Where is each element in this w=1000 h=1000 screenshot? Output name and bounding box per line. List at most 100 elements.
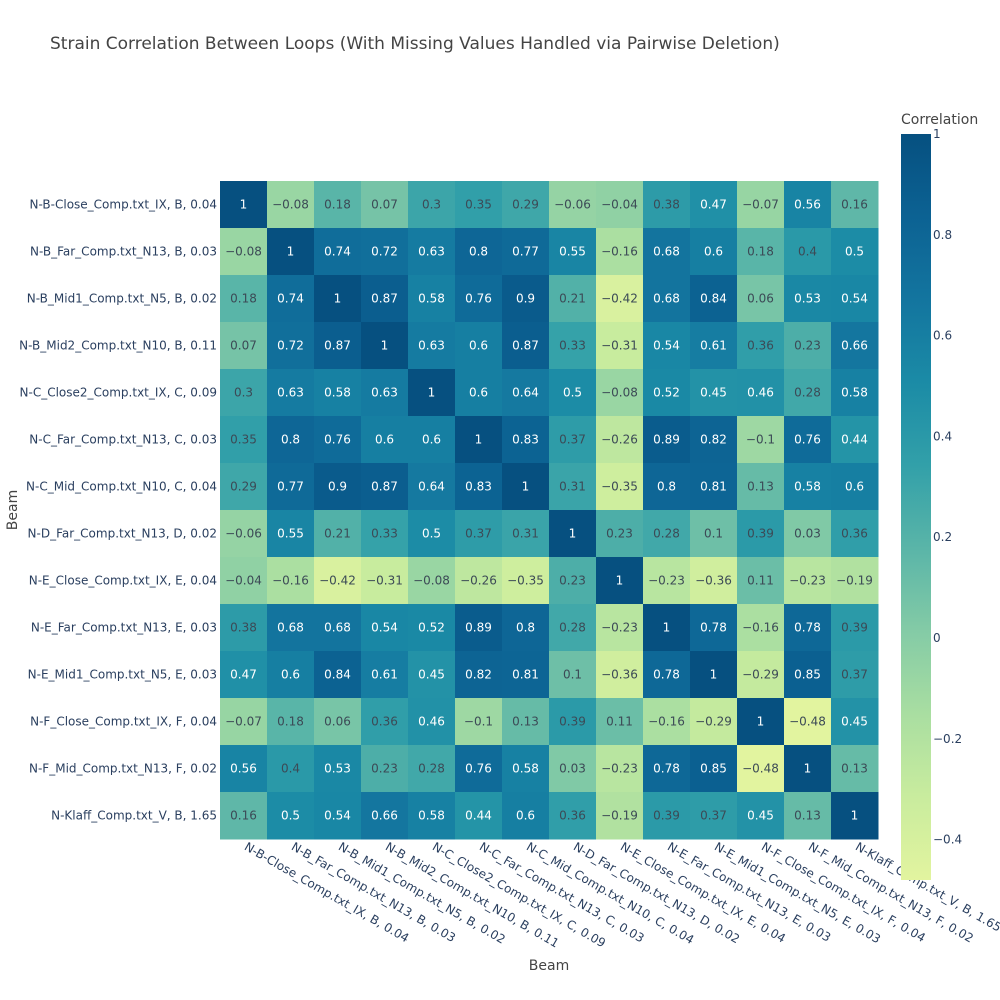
cell-value-label: 0.8: [469, 245, 488, 259]
heatmap-cell: [220, 322, 268, 370]
heatmap-cell: [784, 322, 832, 370]
heatmap-cell: [408, 275, 456, 323]
heatmap-cell: [455, 698, 503, 746]
heatmap-cell: [690, 322, 738, 370]
heatmap-cell: [737, 510, 785, 558]
cell-value-label: 1: [240, 198, 248, 212]
cell-value-label: 0.13: [841, 762, 868, 776]
cell-value-label: 0.1: [704, 527, 723, 541]
heatmap-cell: [831, 792, 879, 840]
heatmap-cell: [455, 369, 503, 417]
cell-value-label: 0.28: [559, 621, 586, 635]
heatmap-cell: [831, 698, 879, 746]
heatmap-cell: [455, 275, 503, 323]
heatmap-cell: [831, 322, 879, 370]
heatmap-cell: [784, 463, 832, 511]
heatmap-cell: [831, 416, 879, 464]
cell-value-label: 0.78: [794, 621, 821, 635]
heatmap-cell: [549, 228, 597, 276]
heatmap-cell: [690, 275, 738, 323]
cell-value-label: 0.5: [563, 386, 582, 400]
heatmap-cell: [549, 463, 597, 511]
cell-value-label: −0.06: [554, 198, 591, 212]
cell-value-label: 0.38: [653, 198, 680, 212]
heatmap-cell: [267, 792, 315, 840]
cell-value-label: 0.36: [559, 809, 586, 823]
cell-value-label: 1: [757, 715, 765, 729]
heatmap-cell: [737, 651, 785, 699]
heatmap-cell: [596, 369, 644, 417]
cell-value-label: 0.76: [465, 762, 492, 776]
heatmap-cell: [361, 322, 409, 370]
colorbar-tick-label: 1: [933, 127, 941, 141]
y-tick-label: N-B_Mid2_Comp.txt_N10, B, 0.11: [19, 339, 217, 353]
heatmap-cell: [596, 322, 644, 370]
cell-value-label: 0.36: [747, 339, 774, 353]
cell-value-label: −0.35: [601, 480, 638, 494]
cell-value-label: 0.8: [281, 433, 300, 447]
cell-value-label: 0.53: [324, 762, 351, 776]
heatmap-cell: [220, 557, 268, 605]
heatmap-cell: [502, 745, 550, 793]
cell-value-label: 0.89: [465, 621, 492, 635]
cell-value-label: 0.45: [747, 809, 774, 823]
cell-value-label: 0.54: [371, 621, 398, 635]
y-tick-label: N-C_Mid_Comp.txt_N10, C, 0.04: [26, 480, 217, 494]
cell-value-label: −0.16: [601, 245, 638, 259]
heatmap-cell: [408, 651, 456, 699]
y-tick-label: N-C_Close2_Comp.txt_IX, C, 0.09: [20, 386, 217, 400]
cell-value-label: 0.8: [516, 621, 535, 635]
cell-value-label: 0.03: [559, 762, 586, 776]
heatmap-cell: [737, 369, 785, 417]
heatmap-cell: [267, 604, 315, 652]
heatmap-cell: [314, 369, 362, 417]
cell-value-label: −0.23: [789, 574, 826, 588]
cell-value-label: 0.37: [465, 527, 492, 541]
colorbar-tick-label: 0.4: [933, 429, 952, 443]
cell-value-label: 0.16: [841, 198, 868, 212]
cell-value-label: 0.81: [512, 668, 539, 682]
cell-value-label: 0.06: [747, 292, 774, 306]
heatmap-cell: [737, 792, 785, 840]
y-tick-label: N-C_Far_Comp.txt_N13, C, 0.03: [29, 433, 217, 447]
heatmap-cell: [596, 698, 644, 746]
heatmap-cell: [596, 463, 644, 511]
cell-value-label: 0.76: [794, 433, 821, 447]
heatmap-cell: [643, 416, 691, 464]
cell-value-label: 1: [334, 292, 342, 306]
cell-value-label: 1: [381, 339, 389, 353]
cell-value-label: 0.52: [653, 386, 680, 400]
heatmap-cell: [267, 181, 315, 229]
heatmap-cell: [361, 651, 409, 699]
heatmap-cell: [314, 651, 362, 699]
cell-value-label: 0.87: [371, 292, 398, 306]
heatmap-cell: [596, 745, 644, 793]
heatmap-cell: [267, 651, 315, 699]
cell-value-label: 0.03: [794, 527, 821, 541]
heatmap-cell: [502, 275, 550, 323]
colorbar-tick-label: 0.2: [933, 530, 952, 544]
heatmap-cell: [784, 792, 832, 840]
cell-value-label: 0.28: [418, 762, 445, 776]
heatmap-cell: [314, 275, 362, 323]
colorbar-title: Correlation: [901, 112, 978, 128]
cell-value-label: 0.6: [516, 809, 535, 823]
heatmap-cell: [314, 745, 362, 793]
heatmap-cell: [737, 745, 785, 793]
cell-value-label: 0.66: [371, 809, 398, 823]
heatmap-cell: [220, 792, 268, 840]
heatmap-cell: [549, 557, 597, 605]
cell-value-label: 0.36: [841, 527, 868, 541]
cell-value-label: 0.74: [324, 245, 351, 259]
heatmap-cell: [361, 275, 409, 323]
heatmap-cell: [455, 510, 503, 558]
cell-value-label: 0.45: [700, 386, 727, 400]
cell-value-label: −0.31: [601, 339, 638, 353]
cell-value-label: 0.47: [230, 668, 257, 682]
cell-value-label: −0.26: [460, 574, 497, 588]
heatmap-cell: [737, 181, 785, 229]
heatmap-cell: [502, 510, 550, 558]
heatmap-cell: [361, 557, 409, 605]
heatmap-cell: [408, 698, 456, 746]
heatmap-cell: [220, 369, 268, 417]
